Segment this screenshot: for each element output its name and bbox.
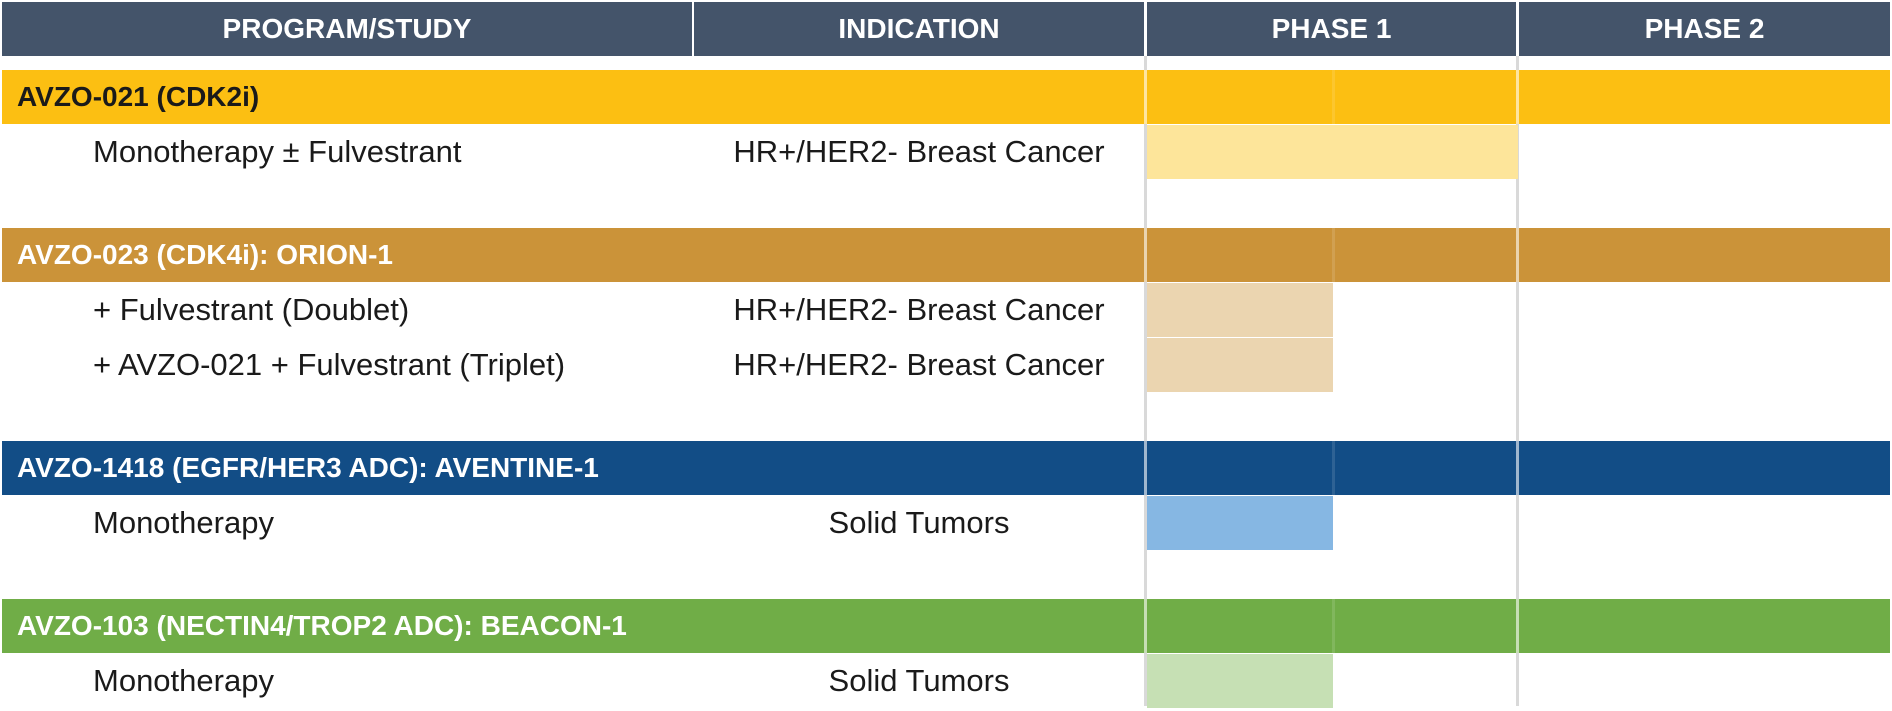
header-program-study: PROGRAM/STUDY xyxy=(2,2,692,56)
indication-label: HR+/HER2- Breast Cancer xyxy=(733,292,1105,327)
band-separator xyxy=(1144,599,1147,653)
band-separator xyxy=(1516,441,1519,495)
program-band: AVZO-103 (NECTIN4/TROP2 ADC): BEACON-1 xyxy=(2,599,1890,653)
band-separator xyxy=(1332,441,1335,495)
study-label: Monotherapy ± Fulvestrant xyxy=(93,134,462,169)
program-band: AVZO-023 (CDK4i): ORION-1 xyxy=(2,228,1890,282)
phase-progress-bar xyxy=(1147,338,1333,392)
band-separator xyxy=(1516,228,1519,282)
header-phase-2: PHASE 2 xyxy=(1519,2,1890,56)
phase-progress-bar xyxy=(1147,125,1518,179)
study-label: + Fulvestrant (Doublet) xyxy=(93,292,410,327)
band-separator xyxy=(1144,441,1147,495)
indication-label: HR+/HER2- Breast Cancer xyxy=(733,347,1105,382)
study-label: Monotherapy xyxy=(93,663,274,698)
study-label: + AVZO-021 + Fulvestrant (Triplet) xyxy=(93,347,566,382)
band-separator xyxy=(1144,70,1147,124)
phase-divider-line xyxy=(1516,56,1519,706)
phase-divider-line xyxy=(1144,56,1147,706)
band-separator xyxy=(1332,70,1335,124)
band-separator xyxy=(1516,70,1519,124)
study-label: Monotherapy xyxy=(93,505,274,540)
phase-progress-bar xyxy=(1147,654,1333,708)
phase-progress-bar xyxy=(1147,283,1333,337)
header-indication: INDICATION xyxy=(694,2,1144,56)
band-separator xyxy=(1332,228,1335,282)
band-separator xyxy=(1332,599,1335,653)
phase-progress-bar xyxy=(1147,496,1333,550)
indication-label: Solid Tumors xyxy=(828,505,1010,540)
band-separator xyxy=(1144,228,1147,282)
indication-label: HR+/HER2- Breast Cancer xyxy=(733,134,1105,169)
indication-label: Solid Tumors xyxy=(828,663,1010,698)
band-separator xyxy=(1516,599,1519,653)
program-band: AVZO-021 (CDK2i) xyxy=(2,70,1890,124)
program-band: AVZO-1418 (EGFR/HER3 ADC): AVENTINE-1 xyxy=(2,441,1890,495)
header-phase-1: PHASE 1 xyxy=(1147,2,1516,56)
